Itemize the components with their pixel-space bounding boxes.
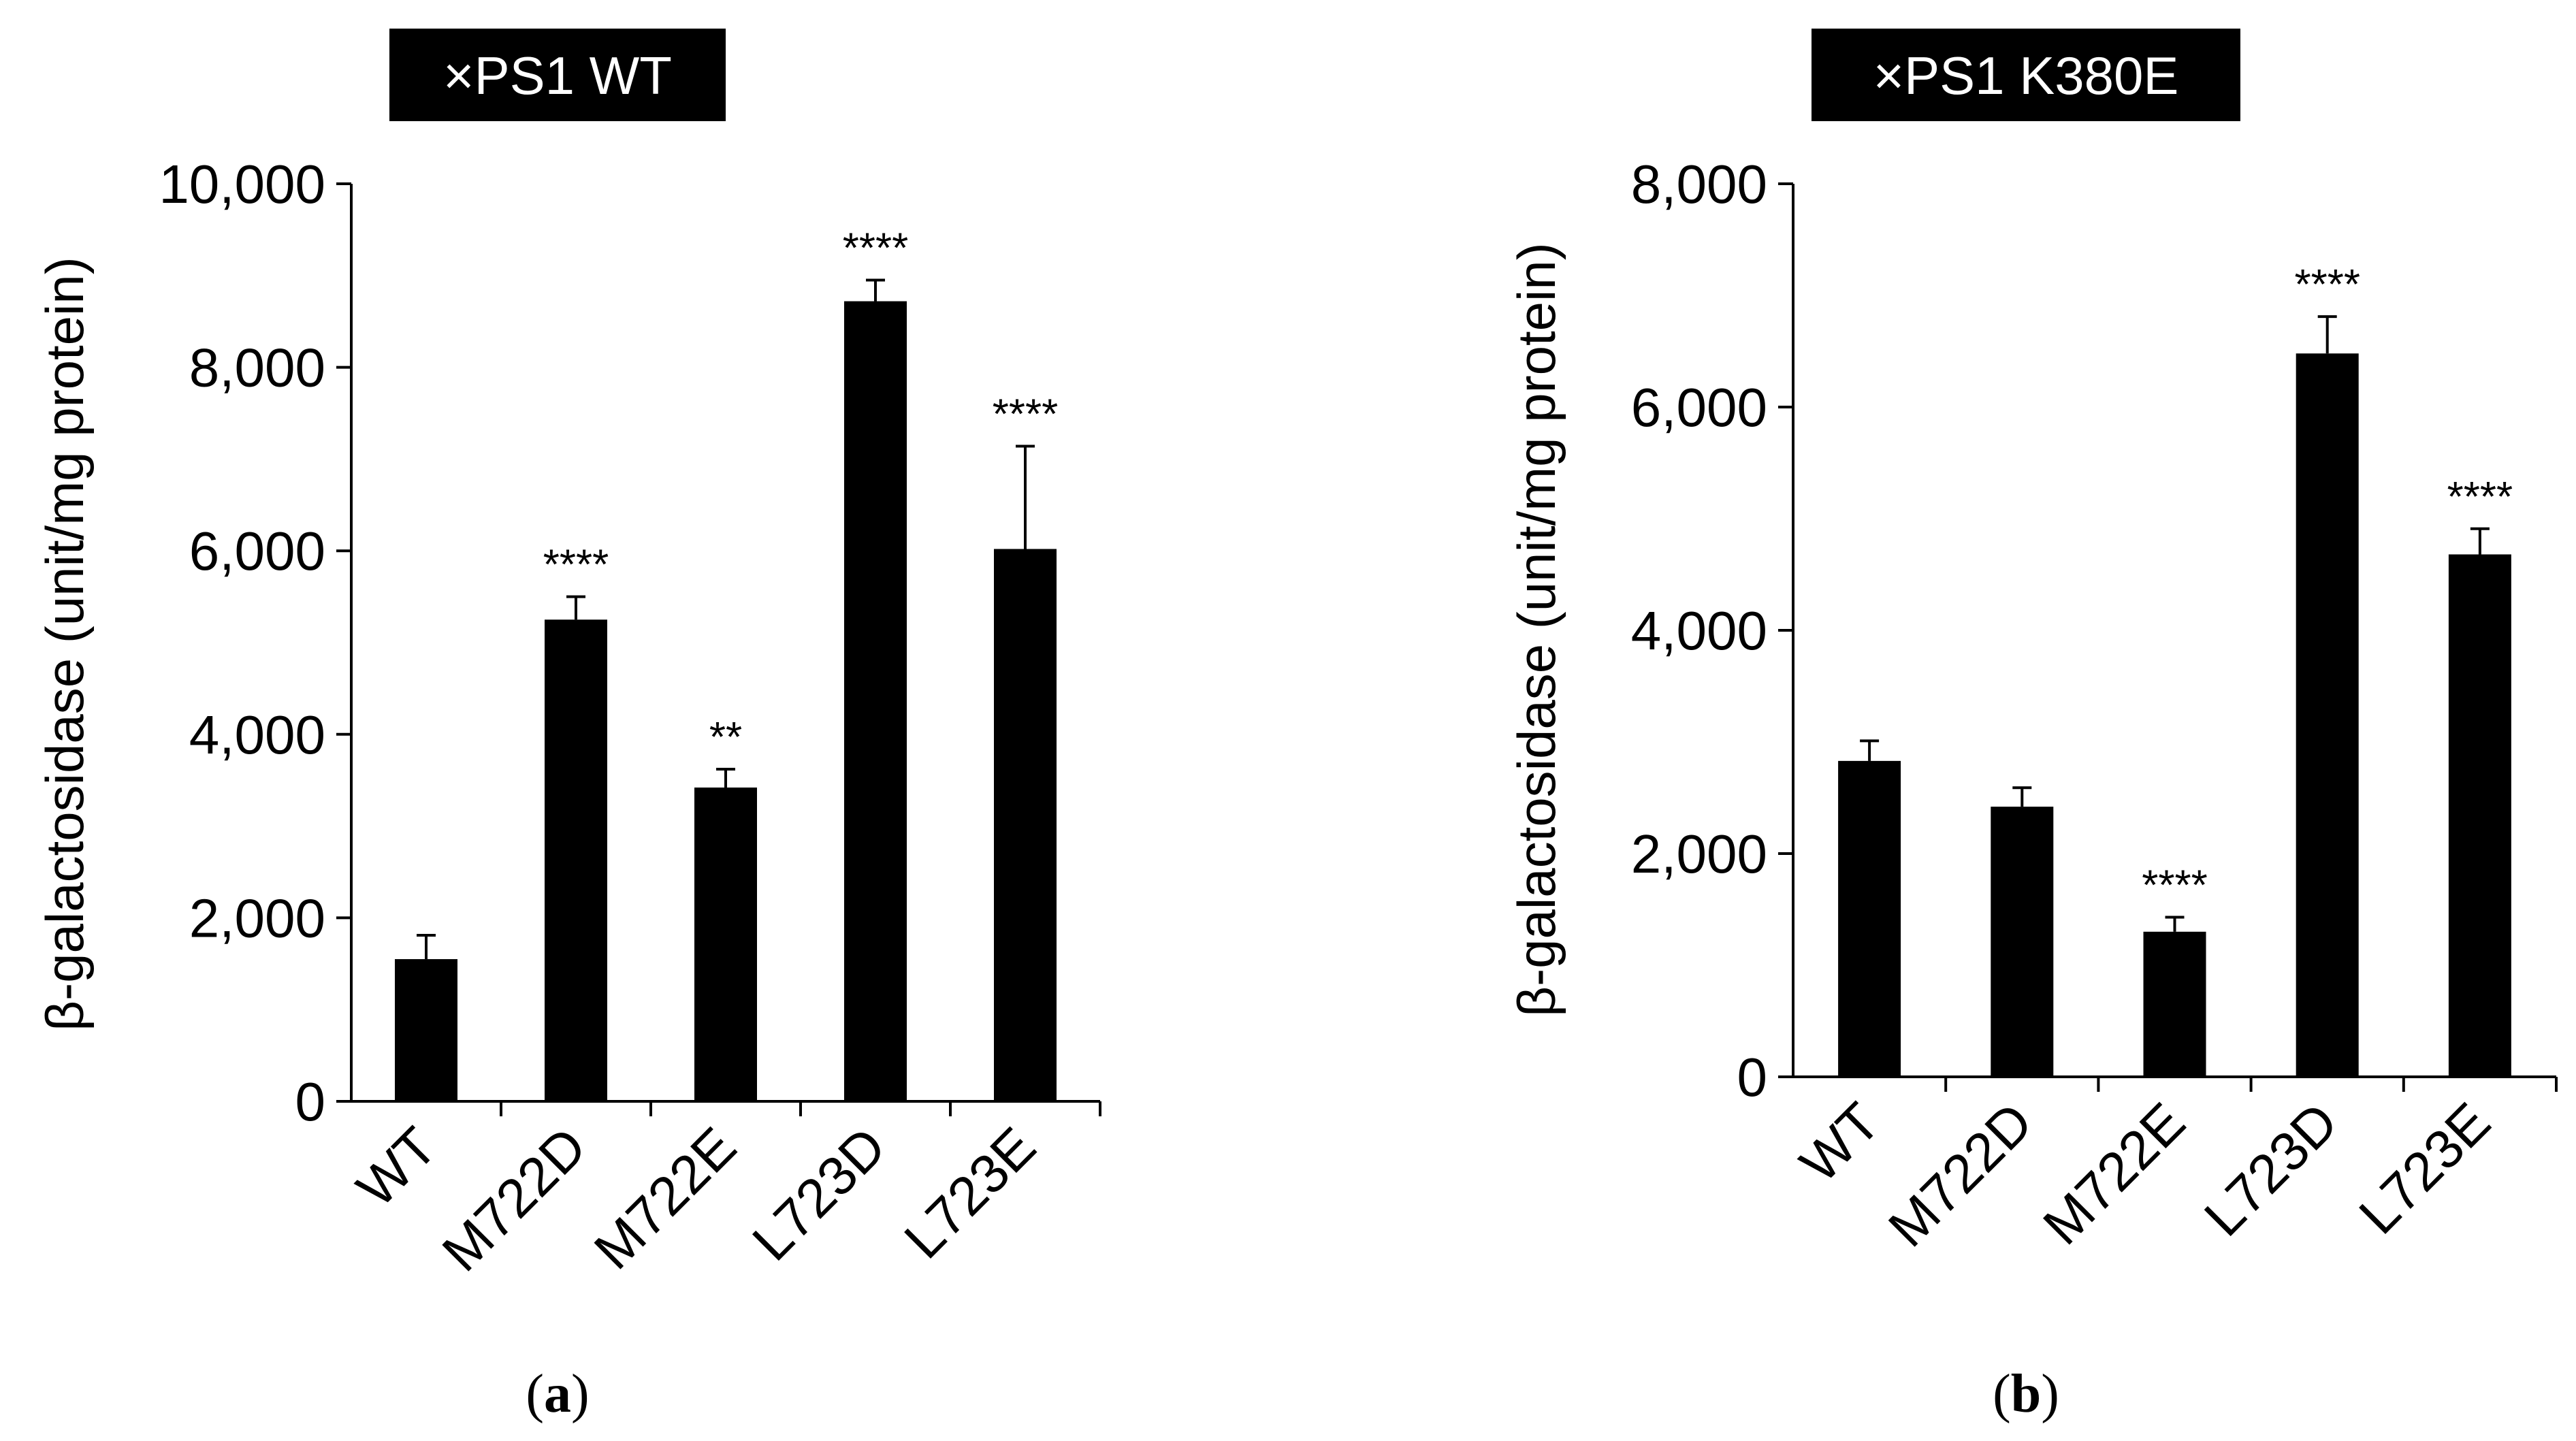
significance-label: **** xyxy=(543,542,609,589)
x-category-label: M722D xyxy=(431,1116,598,1282)
bar-m722e xyxy=(2143,931,2206,1077)
bar-m722e xyxy=(694,787,757,1101)
bar-m722d xyxy=(1991,807,2054,1077)
significance-label: **** xyxy=(2447,474,2513,521)
significance-label: **** xyxy=(843,225,909,272)
x-category-label: L723E xyxy=(893,1116,1048,1270)
bars-b: **** **** **** xyxy=(1838,261,2513,1077)
y-tick-label: 4,000 xyxy=(1631,600,1767,661)
x-category-label: WT xyxy=(1788,1091,1891,1194)
title-box-b xyxy=(1812,29,2240,121)
bars-a: ************** xyxy=(395,225,1059,1102)
y-tick-label: 6,000 xyxy=(1631,377,1767,438)
x-category-label: L723D xyxy=(2193,1091,2349,1248)
x-category-label: L723E xyxy=(2347,1091,2502,1246)
title-box-a xyxy=(389,29,726,121)
x-category-label: WT xyxy=(345,1116,448,1218)
y-tick-label: 10,000 xyxy=(159,154,325,214)
y-tick-label: 2,000 xyxy=(189,888,325,948)
panel-caption-b: (b) xyxy=(1993,1364,2059,1424)
y-tick-label: 6,000 xyxy=(189,521,325,581)
bar-l723d xyxy=(2296,353,2359,1077)
chart-title-a: ×PS1 WT xyxy=(443,46,672,106)
y-tick-label: 8,000 xyxy=(1631,154,1767,214)
significance-label: **** xyxy=(2142,862,2208,909)
y-axis-title-a: β-galactosidase (unit/mg protein) xyxy=(35,257,95,1031)
significance-label: **** xyxy=(2294,261,2360,308)
chart-panel-b: ×PS1 K380E β-galactosidase (unit/mg prot… xyxy=(1507,29,2558,1424)
significance-label: ** xyxy=(709,714,742,761)
chart-title-b: ×PS1 K380E xyxy=(1873,46,2179,106)
x-category-label: L723D xyxy=(741,1116,897,1272)
bar-wt xyxy=(1838,760,1901,1077)
bar-l723e xyxy=(994,549,1057,1101)
chart-panel-a: ×PS1 WT β-galactosidase (unit/mg protein… xyxy=(35,29,1101,1424)
bar-wt xyxy=(395,959,457,1101)
x-category-label: M722D xyxy=(1877,1091,2044,1258)
y-tick-label: 0 xyxy=(295,1071,326,1132)
y-axis-title-b: β-galactosidase (unit/mg protein) xyxy=(1507,242,1566,1016)
y-ticks-a: 0 2,000 4,000 6,000 8,000 10,000 xyxy=(159,154,351,1132)
y-tick-label: 2,000 xyxy=(1631,824,1767,884)
panel-caption-a: (a) xyxy=(526,1364,589,1424)
bar-l723e xyxy=(2448,554,2511,1077)
y-tick-label: 4,000 xyxy=(189,705,325,765)
significance-label: **** xyxy=(993,391,1059,438)
bar-m722d xyxy=(545,619,607,1101)
y-ticks-b: 0 2,000 4,000 6,000 8,000 xyxy=(1631,154,1793,1107)
y-tick-label: 8,000 xyxy=(189,338,325,398)
x-category-label: M722E xyxy=(583,1116,747,1280)
x-category-label: M722E xyxy=(2031,1091,2196,1256)
y-tick-label: 0 xyxy=(1737,1047,1768,1107)
bar-l723d xyxy=(844,301,907,1102)
